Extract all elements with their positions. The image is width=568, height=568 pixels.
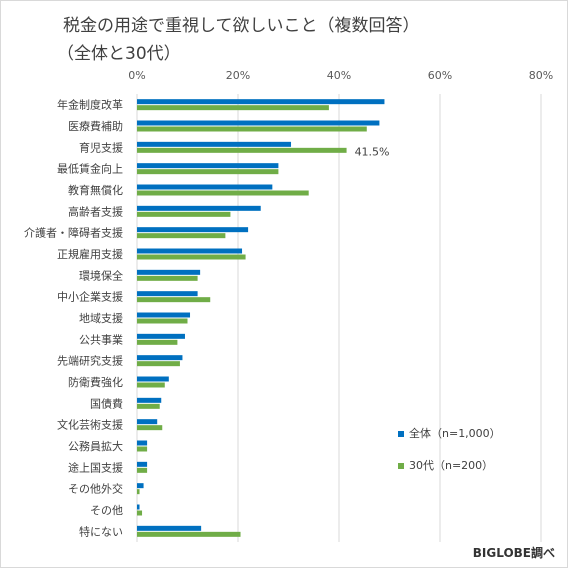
category-label: 途上国支援 — [68, 460, 123, 474]
category-label: 公共事業 — [79, 333, 123, 346]
bar-30s — [137, 382, 165, 388]
bar-30s — [137, 339, 178, 345]
bar-all — [137, 163, 279, 169]
bar-all — [137, 291, 198, 297]
bar-30s — [137, 531, 241, 537]
bar-30s — [137, 169, 279, 175]
category-label: 最低賃金向上 — [57, 162, 123, 176]
bar-all — [137, 525, 202, 531]
category-label: 高齢者支援 — [68, 204, 123, 218]
bar-all — [137, 355, 183, 361]
category-label: その他外交 — [68, 482, 123, 496]
bar-all — [137, 141, 292, 147]
category-label: 公務員拡大 — [68, 439, 123, 453]
x-tick-label: 0% — [128, 69, 145, 82]
x-tick-label: 20% — [226, 69, 250, 82]
bar-30s — [137, 147, 347, 153]
bar-30s — [137, 275, 198, 281]
bar-all — [137, 333, 185, 339]
category-label: 介護者・障碍者支援 — [24, 226, 123, 240]
legend-item-30s: 30代（n=200） — [398, 457, 493, 473]
bar-all — [137, 205, 261, 211]
bar-30s — [137, 211, 231, 217]
bar-all — [137, 99, 385, 105]
bar-all — [137, 397, 162, 403]
bar-30s — [137, 361, 180, 367]
bar-all — [137, 461, 148, 467]
category-label: 文化芸術支援 — [57, 418, 123, 432]
category-label: 中小企業支援 — [57, 290, 123, 304]
bar-30s — [137, 254, 246, 260]
bar-30s — [137, 105, 329, 111]
bar-30s — [137, 510, 143, 516]
category-label: 医療費補助 — [68, 119, 123, 133]
bar-30s — [137, 446, 148, 452]
x-tick-label: 40% — [327, 69, 351, 82]
chart-title: 税金の用途で重視して欲しいこと（複数回答） — [63, 16, 420, 36]
x-tick-label: 60% — [428, 69, 452, 82]
bar-all — [137, 269, 201, 275]
bar-all — [137, 248, 243, 254]
category-label: 特にない — [79, 524, 123, 538]
data-label: 41.5% — [355, 145, 390, 158]
legend-swatch-30s — [398, 463, 404, 469]
category-label: 先端研究支援 — [57, 354, 123, 368]
bar-30s — [137, 233, 226, 239]
bar-all — [137, 504, 140, 510]
bar-all — [137, 184, 273, 190]
bar-all — [137, 120, 380, 126]
bar-all — [137, 227, 249, 233]
bar-30s — [137, 403, 160, 409]
category-label: 防衛費強化 — [68, 375, 123, 389]
bar-30s — [137, 318, 188, 324]
bar-30s — [137, 126, 367, 132]
chart-subtitle: （全体と30代） — [57, 44, 181, 64]
bar-all — [137, 440, 148, 446]
brand-label: BIGLOBE調べ — [472, 546, 555, 560]
category-label: その他 — [90, 504, 123, 517]
legend-label-30s: 30代（n=200） — [409, 459, 494, 472]
legend-label-all: 全体（n=1,000） — [409, 427, 501, 440]
bar-30s — [137, 489, 140, 495]
bar-30s — [137, 425, 163, 431]
category-label: 育児支援 — [79, 140, 123, 154]
bar-30s — [137, 467, 148, 473]
x-tick-label: 80% — [529, 69, 553, 82]
bar-30s — [137, 297, 211, 303]
legend-swatch-all — [398, 431, 404, 437]
bar-30s — [137, 190, 309, 196]
bar-all — [137, 483, 144, 489]
category-label: 地域支援 — [79, 311, 123, 325]
bar-all — [137, 312, 191, 318]
category-label: 正規雇用支援 — [57, 247, 123, 261]
bar-all — [137, 376, 169, 382]
category-label: 年金制度改革 — [57, 98, 123, 112]
category-label: 国債費 — [90, 396, 123, 410]
category-label: 環境保全 — [79, 268, 123, 282]
legend-item-all: 全体（n=1,000） — [398, 425, 501, 441]
bar-all — [137, 419, 158, 425]
category-label: 教育無償化 — [68, 183, 123, 197]
